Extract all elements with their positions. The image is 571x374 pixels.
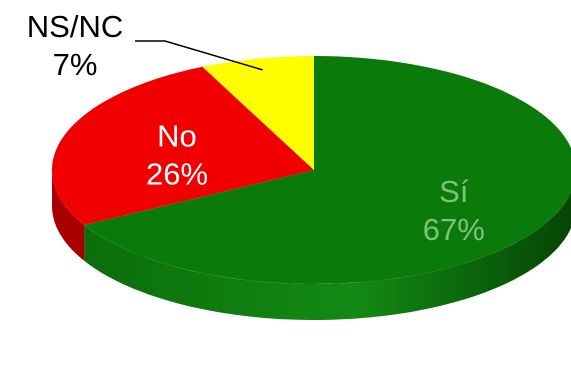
slice-label-name-1: Sí [439, 174, 469, 209]
slice-label-value-1: 67% [423, 212, 485, 247]
pie-side-1 [84, 192, 571, 320]
slice-label-name-2: No [157, 119, 197, 154]
slice-label-value-3: 7% [53, 47, 98, 82]
pie-slice-2 [51, 66, 315, 225]
pie-slice-3 [202, 55, 314, 170]
slice-label-value-2: 26% [146, 157, 208, 192]
slice-label-name-3: NS/NC [27, 9, 123, 44]
pie-slice-1 [84, 56, 571, 284]
pie-side-layer [52, 170, 571, 320]
leader-line [135, 40, 263, 71]
leader-line-layer [135, 40, 263, 71]
pie-top-layer [51, 55, 571, 284]
pie-side-2 [52, 170, 85, 261]
